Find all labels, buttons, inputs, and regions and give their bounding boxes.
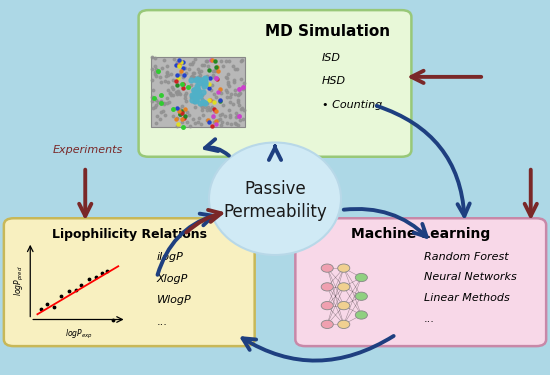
Text: Passive: Passive bbox=[244, 180, 306, 198]
Circle shape bbox=[338, 320, 350, 328]
Text: Experiments: Experiments bbox=[53, 145, 123, 155]
Circle shape bbox=[338, 283, 350, 291]
Text: ilogP: ilogP bbox=[157, 252, 184, 262]
Circle shape bbox=[321, 283, 333, 291]
Circle shape bbox=[321, 302, 333, 310]
Text: MD Simulation: MD Simulation bbox=[265, 24, 390, 39]
Text: Machine Learning: Machine Learning bbox=[351, 227, 491, 242]
Text: Neural Networks: Neural Networks bbox=[424, 273, 516, 282]
Text: • Counting: • Counting bbox=[322, 100, 382, 109]
Circle shape bbox=[355, 311, 367, 319]
Circle shape bbox=[338, 302, 350, 310]
Text: ...: ... bbox=[157, 317, 168, 327]
Text: ISD: ISD bbox=[322, 53, 341, 63]
Text: WlogP: WlogP bbox=[157, 296, 191, 305]
Text: $\mathit{logP_{exp}}$: $\mathit{logP_{exp}}$ bbox=[65, 328, 92, 341]
FancyBboxPatch shape bbox=[139, 10, 411, 157]
Text: ...: ... bbox=[424, 314, 434, 324]
Circle shape bbox=[355, 292, 367, 300]
Circle shape bbox=[355, 273, 367, 282]
Circle shape bbox=[321, 264, 333, 272]
FancyBboxPatch shape bbox=[295, 218, 546, 346]
Circle shape bbox=[338, 264, 350, 272]
FancyBboxPatch shape bbox=[4, 218, 255, 346]
Text: Linear Methods: Linear Methods bbox=[424, 293, 509, 303]
Text: $\mathit{logP_{pred}}$: $\mathit{logP_{pred}}$ bbox=[13, 265, 26, 296]
Text: Permeability: Permeability bbox=[223, 203, 327, 221]
Text: Lipophilicity Relations: Lipophilicity Relations bbox=[52, 228, 207, 241]
Text: HSD: HSD bbox=[322, 76, 346, 86]
Text: Random Forest: Random Forest bbox=[424, 252, 508, 262]
Ellipse shape bbox=[209, 142, 341, 255]
Circle shape bbox=[321, 320, 333, 328]
Text: XlogP: XlogP bbox=[157, 274, 188, 284]
FancyBboxPatch shape bbox=[151, 57, 245, 127]
